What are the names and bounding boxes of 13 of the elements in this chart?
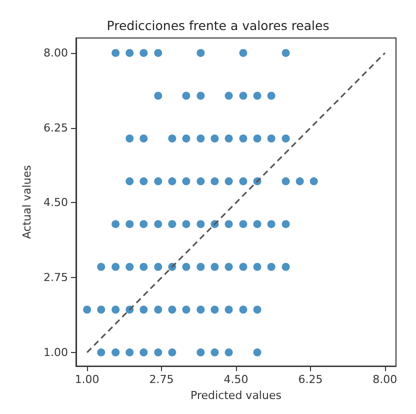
x-tick-label: 4.50 (224, 373, 248, 386)
y-axis-title: Actual values (20, 164, 34, 239)
y-tick-label: 1.00 (44, 346, 68, 359)
y-tick-label: 8.00 (44, 46, 68, 60)
y-tick-label: 2.75 (44, 271, 68, 284)
chart-title: Predicciones frente a valores reales (106, 18, 330, 33)
x-tick-label: 2.75 (149, 373, 174, 386)
x-axis-title: Predicted values (190, 389, 282, 402)
y-tick-label: 4.50 (44, 196, 68, 210)
x-tick-label: 1.00 (74, 373, 100, 386)
x-tick-label: 8.00 (372, 373, 398, 386)
y-tick-label: 6.25 (44, 121, 68, 134)
x-tick-label: 6.25 (298, 373, 323, 386)
